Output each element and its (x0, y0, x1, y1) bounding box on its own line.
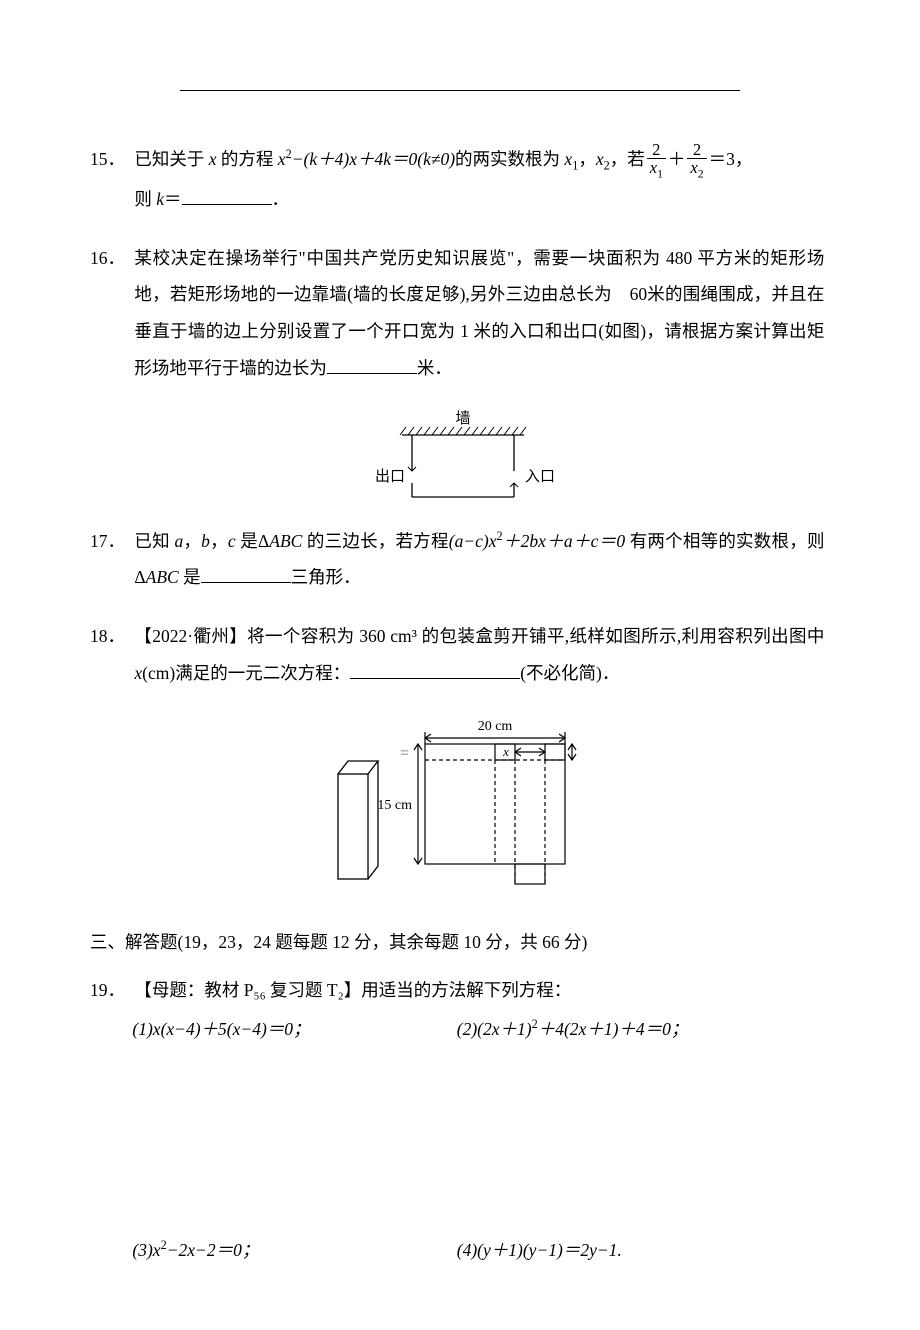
header-rule (180, 90, 740, 91)
problem-body: 某校决定在操场举行"中国共产党历史知识展览"，需要一块面积为 480 平方米的矩… (134, 240, 824, 387)
problem-number: 16． (90, 240, 130, 277)
var-a: a (174, 531, 183, 551)
problem-15: 15． 已知关于 x 的方程 x2−(k＋4)x＋4k＝0(k≠0)的两实数根为… (90, 141, 830, 218)
fraction-1: 2x1 (647, 141, 666, 181)
problem-number: 17． (90, 523, 130, 560)
text: 某校决定在操场举行"中国共产党历史知识展览"，需要一块面积为 480 平方米的矩… (134, 248, 824, 378)
text: 的方程 (217, 149, 278, 169)
sub-3: (3)x2−2x−2＝0； (132, 1237, 452, 1262)
var-c: c (228, 531, 236, 551)
subproblems-row-2: (3)x2−2x−2＝0； (4)(y＋1)(y−1)＝2y−1. (90, 1237, 830, 1262)
problem-18: 18． 【2022·衢州】将一个容积为 360 cm³ 的包装盒剪开铺平,纸样如… (90, 618, 830, 692)
work-space (90, 1049, 830, 1229)
wall-diagram-icon: 墙 出口 入口 (350, 409, 570, 504)
text: ＝3， (709, 149, 753, 169)
text: 则 (134, 189, 156, 209)
problem-number: 19． (90, 972, 130, 1009)
tag: 【母题：教材 P₅₆ 复习题 T₂】 (134, 980, 361, 1000)
suffix: 三角形． (291, 567, 361, 587)
problem-number: 18． (90, 618, 130, 655)
var-x: x (134, 663, 142, 683)
text: ， (578, 149, 596, 169)
problem-body: 【母题：教材 P₅₆ 复习题 T₂】用适当的方法解下列方程： (134, 972, 824, 1009)
exit-label: 出口 (375, 468, 405, 485)
figure-18: 20 cm x 15 cm (90, 714, 830, 909)
sub-4: (4)(y＋1)(y−1)＝2y−1. (457, 1237, 622, 1262)
eq-sign: ＝ (164, 189, 182, 209)
answer-blank[interactable] (182, 186, 272, 205)
text: ，若 (610, 149, 645, 169)
text: 已知 (134, 531, 174, 551)
sub-2: (2)(2x＋1)2＋4(2x＋1)＋4＝0； (457, 1016, 689, 1041)
text: 将一个容积为 360 cm³ 的包装盒剪开铺平,纸样如图所示,利用容积列出图中 (247, 626, 824, 646)
equation: x2−(k＋4)x＋4k＝0(k≠0) (278, 149, 455, 169)
suffix: (不必化简)． (520, 663, 619, 683)
equation: (a−c)x2＋2bx＋a＋c＝0 (449, 531, 625, 551)
abc: ABC (269, 531, 302, 551)
var-x1: x1 (564, 149, 578, 169)
abc2: ABC (146, 567, 179, 587)
problem-19: 19． 【母题：教材 P₅₆ 复习题 T₂】用适当的方法解下列方程： (90, 972, 830, 1009)
section-3-heading: 三、解答题(19，23，24 题每题 12 分，其余每题 10 分，共 66 分… (90, 929, 830, 954)
problem-body: 【2022·衢州】将一个容积为 360 cm³ 的包装盒剪开铺平,纸样如图所示,… (134, 618, 824, 692)
wall-label: 墙 (455, 410, 470, 427)
answer-blank[interactable] (201, 564, 291, 583)
fraction-2: 2x2 (687, 141, 706, 181)
plus: ＋ (668, 149, 686, 169)
var-k: k (156, 189, 164, 209)
var-x2: x2 (596, 149, 610, 169)
tag: 【2022·衢州】 (134, 626, 247, 646)
problem-number: 15． (90, 141, 130, 178)
text: (cm)满足的一元二次方程： (142, 663, 350, 683)
problem-16: 16． 某校决定在操场举行"中国共产党历史知识展览"，需要一块面积为 480 平… (90, 240, 830, 387)
svg-text:20 cm: 20 cm (478, 719, 513, 734)
sub-1: (1)x(x−4)＋5(x−4)＝0； (132, 1016, 452, 1041)
var-b: b (201, 531, 210, 551)
box-net-diagram-icon: 20 cm x 15 cm (320, 714, 600, 904)
entry-label: 入口 (525, 469, 555, 485)
svg-text:15 cm: 15 cm (377, 798, 412, 813)
suffix: 米． (417, 358, 452, 378)
svg-text:=: = (400, 745, 409, 762)
problem-body: 已知 a，b，c 是ΔABC 的三边长，若方程(a−c)x2＋2bx＋a＋c＝0… (134, 523, 824, 597)
var-x: x (209, 149, 217, 169)
period: ． (272, 189, 290, 209)
problem-17: 17． 已知 a，b，c 是ΔABC 的三边长，若方程(a−c)x2＋2bx＋a… (90, 523, 830, 597)
answer-blank[interactable] (327, 355, 417, 374)
text: 已知关于 (134, 149, 208, 169)
subproblems-row-1: (1)x(x−4)＋5(x−4)＝0； (2)(2x＋1)2＋4(2x＋1)＋4… (90, 1016, 830, 1041)
text: 的两实数根为 (455, 149, 564, 169)
problem-body: 已知关于 x 的方程 x2−(k＋4)x＋4k＝0(k≠0)的两实数根为 x1，… (134, 141, 824, 218)
svg-text:x: x (502, 744, 509, 759)
answer-blank[interactable] (350, 660, 520, 679)
figure-16: 墙 出口 入口 (90, 409, 830, 509)
text: 用适当的方法解下列方程： (361, 980, 571, 1000)
